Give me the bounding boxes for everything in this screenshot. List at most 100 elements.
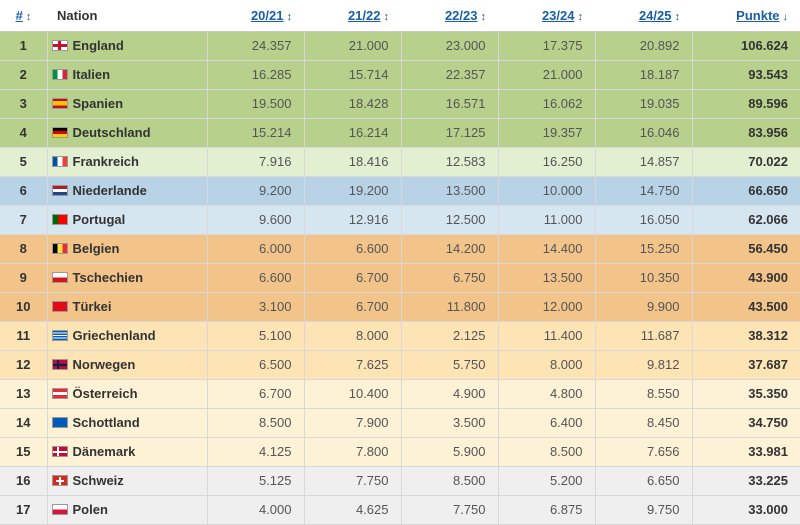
season-points-cell: 12.500 [401,205,499,235]
season-points-cell: 6.600 [304,234,402,264]
season-points-cell: 22.357 [401,60,499,90]
nation-name[interactable]: Niederlande [72,183,147,198]
table-row: 3 Spanien 19.500 18.428 16.571 16.062 19.035 89… [0,89,800,119]
season-points-cell: 7.656 [595,437,693,467]
season-points-cell: 11.000 [498,205,596,235]
table-row: 17 Polen 4.000 4.625 7.750 6.875 9.750 33.000 [0,495,800,525]
flag-norway-icon [51,359,68,370]
season-sort-link[interactable]: 23/24 [541,7,575,23]
sort-arrow-icon[interactable]: ↕ [286,10,293,23]
nation-name[interactable]: Tschechien [72,270,144,285]
rank-cell: 1 [0,31,48,61]
nation-name[interactable]: England [72,38,124,53]
season-column-header-2425[interactable]: 24/25 ↕ [595,0,692,32]
nation-name[interactable]: Belgien [72,241,120,256]
rank-cell: 13 [0,379,48,409]
sort-arrow-icon[interactable]: ↕ [577,10,584,23]
season-points-cell: 13.500 [498,263,596,293]
table-row: 9 Tschechien 6.600 6.700 6.750 13.500 10.350 43… [0,263,800,293]
flag-austria-icon [51,388,68,399]
season-points-cell: 5.750 [401,350,499,380]
nation-name[interactable]: Deutschland [72,125,151,140]
flag-portugal-icon [51,214,68,225]
nation-name[interactable]: Griechenland [72,328,156,343]
season-sort-link[interactable]: 21/22 [347,7,381,23]
points-column-header[interactable]: Punkte ↓ [692,0,800,32]
season-points-cell: 20.892 [595,31,693,61]
season-points-cell: 12.000 [498,292,596,322]
season-points-cell: 8.500 [207,408,305,438]
nation-name[interactable]: Schweiz [72,473,124,488]
season-points-cell: 4.900 [401,379,499,409]
season-points-cell: 8.000 [498,350,596,380]
points-sort-link[interactable]: Punkte [736,7,780,23]
total-points-cell: 56.450 [692,234,800,264]
season-column-header-2324[interactable]: 23/24 ↕ [498,0,595,32]
nation-name[interactable]: Italien [72,67,111,82]
season-column-header-2021[interactable]: 20/21 ↕ [207,0,304,32]
sort-arrow-icon[interactable]: ↕ [674,10,681,23]
table-row: 12 Norwegen 6.500 7.625 5.750 8.000 9.812 37.68… [0,350,800,380]
nation-name[interactable]: Portugal [72,212,126,227]
season-points-cell: 21.000 [498,60,596,90]
season-points-cell: 16.285 [207,60,305,90]
rank-cell: 12 [0,350,48,380]
season-column-header-2223[interactable]: 22/23 ↕ [401,0,498,32]
table-row: 16 Schweiz 5.125 7.750 8.500 5.200 6.650 33.225 [0,466,800,496]
season-sort-link[interactable]: 22/23 [444,7,478,23]
nation-name[interactable]: Spanien [72,96,124,111]
season-points-cell: 7.900 [304,408,402,438]
season-points-cell: 16.050 [595,205,693,235]
season-points-cell: 4.800 [498,379,596,409]
nation-name[interactable]: Schottland [72,415,140,430]
nation-name[interactable]: Österreich [72,386,138,401]
season-points-cell: 19.035 [595,89,693,119]
season-points-cell: 6.650 [595,466,693,496]
season-points-cell: 14.750 [595,176,693,206]
rank-cell: 10 [0,292,48,322]
nation-name[interactable]: Dänemark [72,444,136,459]
nation-column-header: Nation [47,0,207,32]
table-row: 5 Frankreich 7.916 18.416 12.583 16.250 14.857… [0,147,800,177]
table-row: 7 Portugal 9.600 12.916 12.500 11.000 16.050 62… [0,205,800,235]
season-points-cell: 11.400 [498,321,596,351]
nation-name[interactable]: Polen [72,502,108,517]
season-column-header-2122[interactable]: 21/22 ↕ [304,0,401,32]
rank-sort-link[interactable]: # [15,7,23,23]
table-row: 14 Schottland 8.500 7.900 3.500 6.400 8.450 34.… [0,408,800,438]
season-points-cell: 17.125 [401,118,499,148]
season-sort-link[interactable]: 24/25 [638,7,672,23]
table-body: 1 England 24.357 21.000 23.000 17.375 20.892 10… [0,31,800,525]
season-points-cell: 13.500 [401,176,499,206]
nation-name[interactable]: Frankreich [72,154,139,169]
season-points-cell: 6.700 [304,292,402,322]
rank-cell: 2 [0,60,48,90]
sort-arrow-down-icon[interactable]: ↓ [782,10,789,23]
total-points-cell: 33.225 [692,466,800,496]
nation-name[interactable]: Norwegen [72,357,136,372]
season-points-cell: 6.400 [498,408,596,438]
season-points-cell: 19.500 [207,89,305,119]
flag-switzerland-icon [51,475,68,486]
season-points-cell: 19.357 [498,118,596,148]
nation-cell: Norwegen [47,350,208,380]
season-points-cell: 9.750 [595,495,693,525]
table-row: 2 Italien 16.285 15.714 22.357 21.000 18.187 93… [0,60,800,90]
season-points-cell: 18.416 [304,147,402,177]
season-sort-link[interactable]: 20/21 [250,7,284,23]
season-points-cell: 10.350 [595,263,693,293]
total-points-cell: 66.650 [692,176,800,206]
sort-arrow-icon[interactable]: ↕ [383,10,390,23]
rank-column-header[interactable]: # ↕ [0,0,47,32]
nation-cell: Niederlande [47,176,208,206]
nation-cell: Belgien [47,234,208,264]
season-points-cell: 19.200 [304,176,402,206]
sort-arrow-icon[interactable]: ↕ [480,10,487,23]
sort-arrow-icon[interactable]: ↕ [25,10,32,23]
nation-cell: Dänemark [47,437,208,467]
table-row: 13 Österreich 6.700 10.400 4.900 4.800 8.550 35… [0,379,800,409]
season-points-cell: 4.625 [304,495,402,525]
nation-name[interactable]: Türkei [72,299,112,314]
season-points-cell: 17.375 [498,31,596,61]
season-points-cell: 5.125 [207,466,305,496]
